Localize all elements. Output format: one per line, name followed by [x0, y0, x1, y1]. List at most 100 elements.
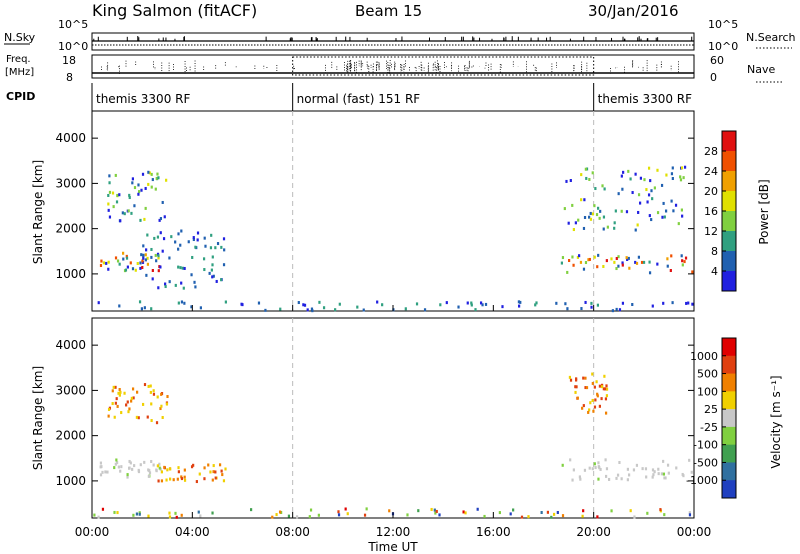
- range-time-cell: [142, 256, 145, 260]
- range-time-cell: [150, 459, 153, 463]
- range-time-cell: [337, 510, 340, 514]
- range-time-cell: [591, 467, 594, 471]
- range-time-cell: [172, 478, 175, 482]
- range-time-cell: [100, 465, 103, 469]
- range-time-cell: [651, 475, 654, 479]
- range-time-cell: [591, 398, 594, 402]
- range-time-cell: [464, 511, 467, 515]
- range-time-cell: [648, 260, 651, 264]
- range-time-cell: [211, 263, 214, 267]
- cpid-segment-label: themis 3300 RF: [96, 92, 190, 106]
- x-tick-label: 00:00: [677, 525, 712, 539]
- range-time-cell: [682, 474, 685, 478]
- range-time-cell: [159, 231, 162, 235]
- range-time-cell: [150, 185, 153, 189]
- range-time-cell: [670, 199, 673, 203]
- nsky-label: N.Sky: [4, 31, 36, 44]
- range-time-cell: [127, 410, 130, 414]
- range-time-cell: [584, 376, 587, 380]
- range-time-cell: [599, 467, 602, 471]
- range-time-cell: [203, 268, 206, 272]
- range-time-cell: [680, 208, 683, 212]
- range-time-cell: [621, 263, 624, 267]
- range-time-cell: [107, 260, 110, 264]
- range-time-cell: [131, 467, 134, 471]
- range-time-cell: [582, 404, 585, 408]
- range-time-cell: [435, 509, 438, 513]
- range-time-cell: [600, 385, 604, 389]
- range-time-cell: [161, 416, 164, 420]
- range-time-cell: [224, 300, 227, 304]
- range-time-cell: [132, 513, 135, 517]
- range-time-cell: [661, 215, 664, 219]
- range-time-cell: [615, 476, 618, 480]
- range-time-cell: [561, 463, 564, 467]
- range-time-cell: [150, 419, 153, 423]
- range-time-cell: [118, 262, 121, 266]
- range-time-cell: [625, 210, 629, 214]
- range-time-cell: [565, 179, 568, 183]
- range-time-cell: [102, 261, 106, 265]
- range-time-cell: [584, 300, 587, 304]
- range-time-cell: [439, 303, 442, 307]
- range-time-cell: [128, 466, 131, 470]
- range-time-cell: [588, 257, 591, 261]
- range-time-cell: [142, 244, 145, 248]
- colorbar-segment: [722, 355, 736, 375]
- range-time-cell: [160, 404, 163, 408]
- range-time-cell: [645, 188, 648, 192]
- range-time-cell: [191, 255, 194, 259]
- range-time-cell: [417, 509, 420, 513]
- range-time-cell: [588, 177, 591, 181]
- range-time-cell: [132, 396, 135, 400]
- range-time-cell: [150, 307, 153, 311]
- range-time-cell: [159, 217, 163, 221]
- range-time-cell: [183, 475, 186, 479]
- y-tick-label: 1000: [55, 474, 86, 488]
- range-time-cell: [660, 472, 663, 476]
- range-time-cell: [629, 177, 632, 181]
- range-time-cell: [338, 302, 341, 306]
- range-time-cell: [665, 173, 668, 177]
- range-time-cell: [365, 507, 368, 511]
- time-axis: 00:00 04:00 08:00 12:00 16:00 20:00 00:00: [75, 305, 712, 539]
- range-time-cell: [181, 266, 184, 270]
- range-time-cell: [641, 467, 644, 471]
- range-time-cell: [346, 512, 349, 516]
- range-time-cell: [129, 261, 132, 265]
- range-time-cell: [637, 255, 641, 259]
- range-time-cell: [613, 226, 616, 230]
- y-tick-label: 3000: [55, 383, 86, 397]
- range-time-cell: [594, 187, 597, 191]
- range-time-cell: [125, 403, 128, 407]
- range-time-cell: [114, 256, 118, 260]
- range-time-cell: [168, 511, 171, 515]
- range-time-cell: [587, 258, 590, 262]
- range-time-cell: [593, 204, 596, 208]
- range-time-cell: [136, 262, 139, 266]
- range-time-cell: [657, 467, 660, 471]
- range-time-cell: [158, 462, 161, 466]
- range-time-cell: [594, 398, 597, 402]
- range-time-cell: [119, 390, 122, 394]
- cpid-segment-label: normal (fast) 151 RF: [297, 92, 421, 106]
- range-time-cell: [572, 468, 575, 472]
- range-time-cell: [108, 181, 111, 185]
- range-time-cell: [147, 170, 150, 174]
- x-tick-label: 00:00: [75, 525, 110, 539]
- range-time-cell: [155, 259, 158, 263]
- range-time-cell: [179, 243, 182, 247]
- freq-trace: [92, 56, 694, 76]
- range-time-cell: [555, 301, 558, 305]
- range-time-cell: [134, 268, 137, 272]
- range-time-cell: [125, 254, 128, 258]
- range-time-cell: [150, 172, 153, 176]
- range-time-cell: [651, 304, 654, 308]
- range-time-cell: [681, 263, 684, 267]
- range-time-cell: [311, 309, 314, 313]
- range-time-cell: [605, 387, 609, 391]
- range-time-cell: [561, 514, 565, 518]
- range-time-cell: [131, 267, 135, 271]
- range-time-cell: [146, 256, 149, 260]
- range-time-cell: [653, 186, 656, 190]
